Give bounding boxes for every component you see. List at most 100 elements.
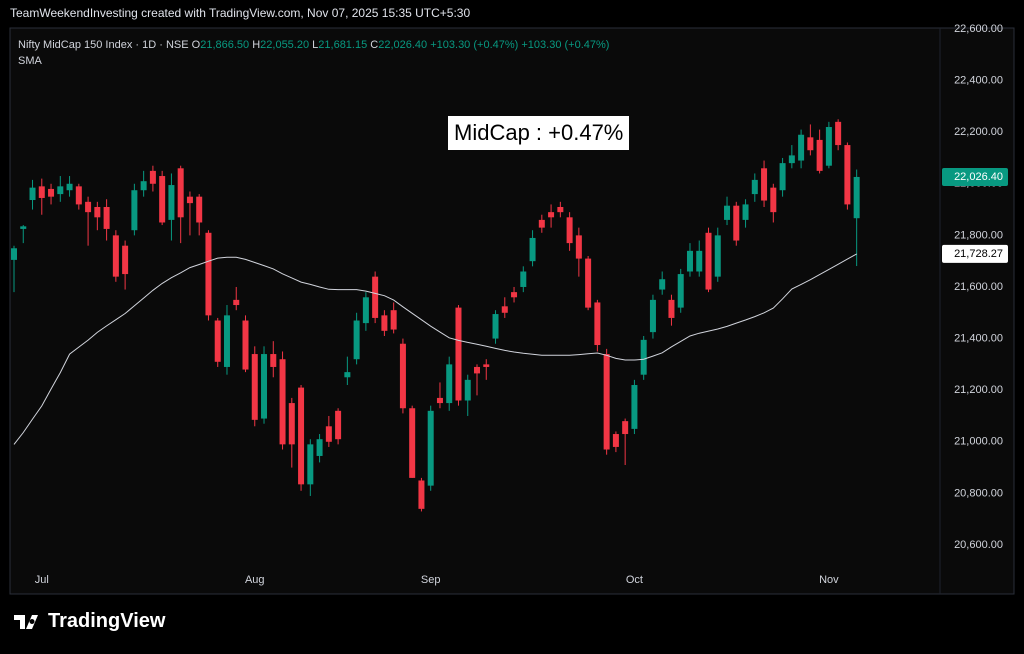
legend-key: O <box>191 39 201 51</box>
legend-key: H <box>252 39 261 51</box>
candle-body <box>501 306 508 313</box>
candle-body <box>455 307 462 401</box>
legend-value: 21,681.15 <box>318 39 368 51</box>
candle-body <box>223 315 230 367</box>
candle-body <box>835 121 842 146</box>
candle-body <box>557 206 564 213</box>
y-tick-label: 21,000.00 <box>954 436 1003 448</box>
candle-body <box>298 387 305 485</box>
candle-body <box>307 444 314 485</box>
candle-body <box>788 155 795 164</box>
candle-body <box>640 339 647 375</box>
legend-change: +103.30 (+0.47%) <box>430 39 519 51</box>
candle-body <box>761 168 768 201</box>
price-tag-label: 22,026.40 <box>954 171 1003 183</box>
sma-line <box>13 253 857 445</box>
chart-panel <box>9 27 1015 595</box>
candle-body <box>548 212 555 218</box>
candle-body <box>520 271 527 287</box>
legend-value: 21,866.50 <box>200 39 250 51</box>
candle-body <box>38 186 45 198</box>
candle-body <box>742 204 749 220</box>
candle-body <box>316 439 323 456</box>
legend-row: Nifty MidCap 150 Index · 1D · NSE O21,86… <box>18 37 609 53</box>
candle-body <box>798 134 805 161</box>
candle-body <box>733 205 740 241</box>
candle-body <box>538 219 545 228</box>
candle-body <box>390 310 397 330</box>
candle-body <box>20 226 27 229</box>
candle-body <box>75 186 82 205</box>
candle-body <box>94 206 101 218</box>
candle-body <box>353 320 360 360</box>
chart: 20,600.00 20,800.00 21,000.00 21,200.00 21,4… <box>9 23 1015 595</box>
candle-body <box>696 250 703 272</box>
candle-body <box>594 302 601 346</box>
x-tick-label: Aug <box>245 574 265 586</box>
candle-body <box>399 343 406 409</box>
y-tick-label: 21,800.00 <box>954 229 1003 241</box>
y-tick-label: 22,600.00 <box>954 23 1003 35</box>
legend-key: L <box>312 39 319 51</box>
candle-body <box>159 176 166 223</box>
candle-body <box>122 245 129 275</box>
legend-key: C <box>370 39 379 51</box>
candle-body <box>381 315 388 331</box>
candle-body <box>112 235 119 277</box>
candle-body <box>529 237 536 262</box>
sma-label: SMA <box>18 55 42 67</box>
candle-body <box>585 258 592 308</box>
candle-body <box>29 187 36 201</box>
candle-body <box>418 480 425 509</box>
y-tick-label: 21,600.00 <box>954 281 1003 293</box>
candle-body <box>149 170 156 184</box>
x-tick-label: Sep <box>421 574 441 586</box>
y-tick-label: 22,400.00 <box>954 74 1003 86</box>
candle-body <box>511 292 518 298</box>
candle-body <box>492 314 499 339</box>
candle-body <box>631 385 638 429</box>
candle-body <box>575 235 582 259</box>
candle-body <box>686 250 693 272</box>
candle-body <box>242 320 249 370</box>
legend: Nifty MidCap 150 Index · 1D · NSE O21,86… <box>18 37 609 69</box>
series-name: Nifty MidCap 150 Index · 1D · NSE <box>18 39 189 51</box>
candle-body <box>825 127 832 166</box>
candle-body <box>446 364 453 404</box>
header: TeamWeekendInvesting created with Tradin… <box>10 6 471 20</box>
x-tick-label: Nov <box>819 574 839 586</box>
candle-body <box>205 232 212 316</box>
x-tick-label: Oct <box>626 574 643 586</box>
candle-body <box>140 181 147 191</box>
legend-value: 22,055.20 <box>260 39 310 51</box>
annotation: MidCap : +0.47% <box>448 116 630 150</box>
candle-body <box>779 163 786 191</box>
y-tick-label: 20,600.00 <box>954 539 1003 551</box>
candle-body <box>714 235 721 277</box>
candle-body <box>427 410 434 486</box>
candle-body <box>816 139 823 171</box>
candle-body <box>705 232 712 290</box>
candle-body <box>751 179 758 195</box>
candle-body <box>362 297 369 324</box>
candle-body <box>344 372 351 378</box>
candle-body <box>85 201 92 213</box>
candle-body <box>335 410 342 440</box>
candle-body <box>603 354 610 450</box>
candle-body <box>807 137 814 151</box>
candle-body <box>214 320 221 362</box>
price-tag <box>942 167 1008 186</box>
candle-body <box>11 248 17 260</box>
candle-body <box>677 274 684 308</box>
y-tick-label: 21,200.00 <box>954 384 1003 396</box>
candle-body <box>436 397 443 404</box>
candle-body <box>251 354 258 420</box>
candle-body <box>668 299 675 318</box>
candle-body <box>66 183 73 191</box>
candle-body <box>48 188 55 197</box>
candle-body <box>464 379 471 401</box>
logo: TradingView <box>12 610 165 633</box>
candle-body <box>659 279 666 290</box>
candle-body <box>566 217 573 244</box>
